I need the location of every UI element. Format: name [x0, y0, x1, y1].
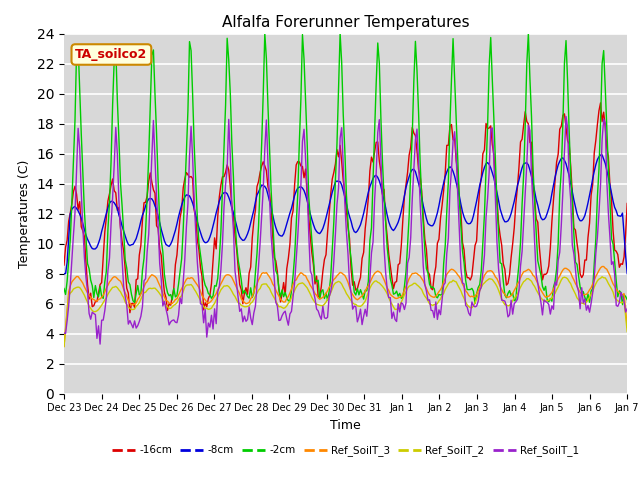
X-axis label: Time: Time [330, 419, 361, 432]
Legend: -16cm, -8cm, -2cm, Ref_SoilT_3, Ref_SoilT_2, Ref_SoilT_1: -16cm, -8cm, -2cm, Ref_SoilT_3, Ref_Soil… [108, 441, 583, 460]
Y-axis label: Temperatures (C): Temperatures (C) [18, 159, 31, 268]
Title: Alfalfa Forerunner Temperatures: Alfalfa Forerunner Temperatures [222, 15, 469, 30]
Text: TA_soilco2: TA_soilco2 [76, 48, 147, 61]
